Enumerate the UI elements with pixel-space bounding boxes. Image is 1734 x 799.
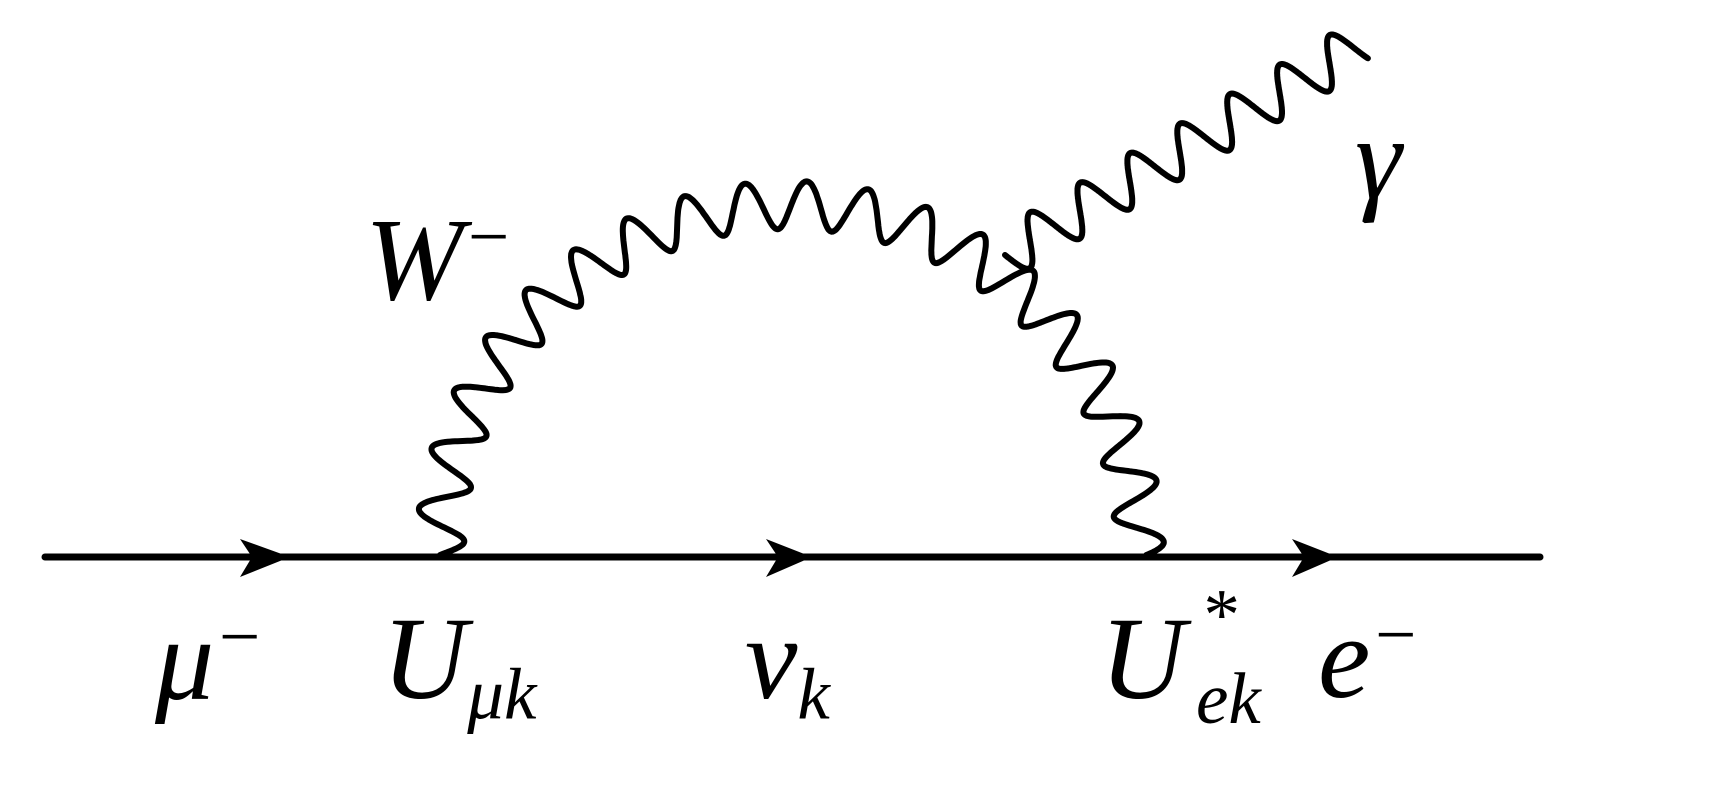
label-photon: γ bbox=[1355, 100, 1402, 218]
label-w-base: W bbox=[365, 194, 464, 326]
label-ue-sup: * bbox=[1200, 574, 1237, 655]
label-muon: μ− bbox=[155, 600, 264, 719]
w-boson-propagator bbox=[415, 178, 1167, 558]
label-u-base: U bbox=[382, 593, 468, 724]
arrow-incoming bbox=[240, 539, 290, 577]
photon-line bbox=[1002, 31, 1371, 272]
label-photon-base: γ bbox=[1355, 93, 1402, 224]
label-u-mu-k: Uμk bbox=[382, 600, 536, 731]
label-muon-sup: − bbox=[214, 596, 264, 677]
label-nu-k: νk bbox=[745, 600, 830, 731]
label-u-e-k-star: U bbox=[1100, 600, 1185, 718]
label-electron-base: e bbox=[1318, 592, 1371, 724]
label-w-boson: W− bbox=[365, 200, 513, 319]
label-electron: e− bbox=[1318, 598, 1420, 717]
label-u-sub: μk bbox=[467, 653, 537, 735]
label-muon-base: μ bbox=[155, 594, 215, 726]
label-ue-base: U bbox=[1100, 593, 1186, 724]
label-nu-sub: k bbox=[797, 653, 830, 735]
label-electron-sup: − bbox=[1370, 594, 1420, 675]
label-nu-base: ν bbox=[745, 593, 798, 724]
label-w-sup: − bbox=[463, 196, 513, 277]
arrow-internal bbox=[766, 539, 812, 577]
arrow-outgoing bbox=[1292, 539, 1338, 577]
label-ue-sub: ek bbox=[1196, 658, 1261, 739]
